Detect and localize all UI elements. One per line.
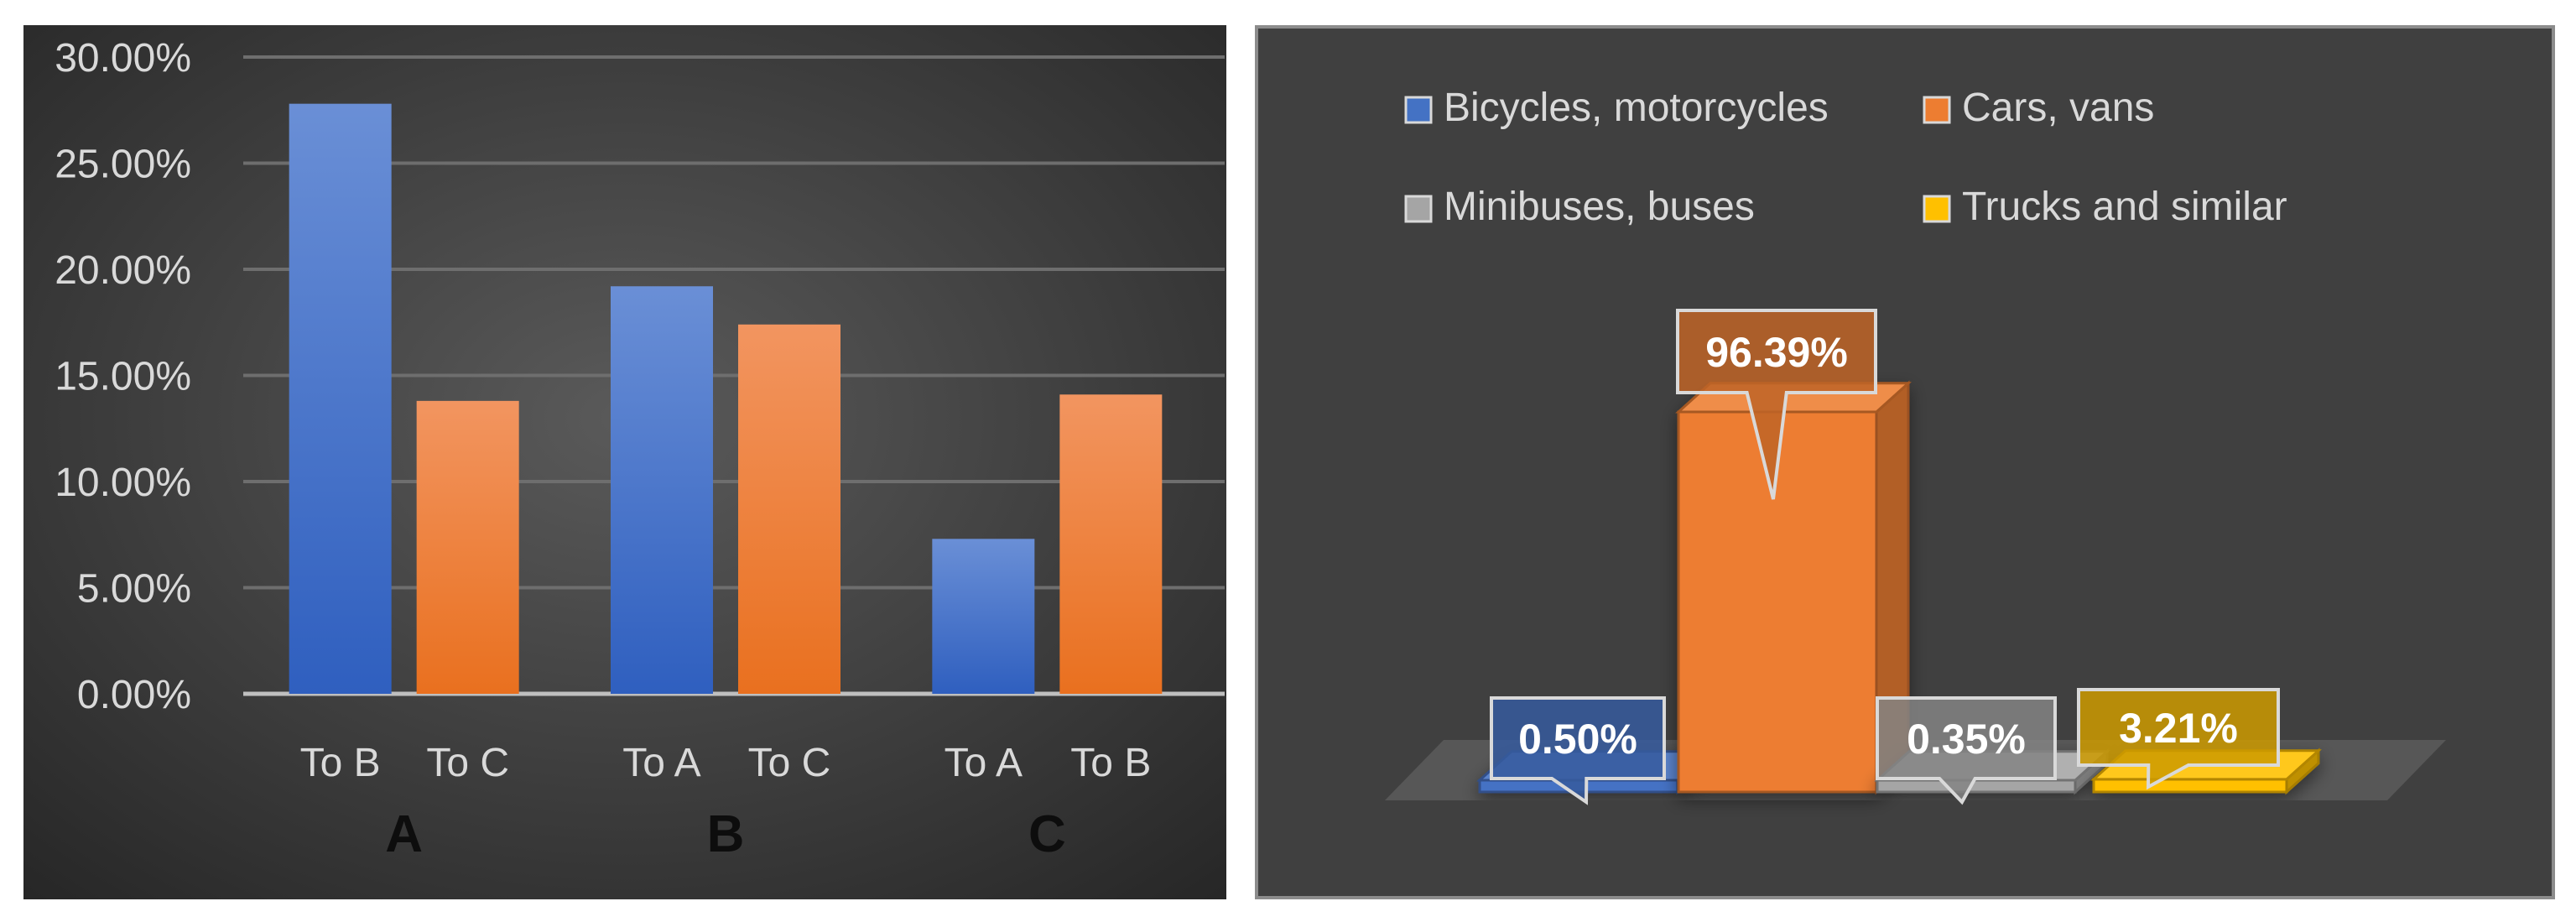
legend-entry: Cars, vans xyxy=(1962,86,2154,130)
legend-swatch xyxy=(1923,195,1951,223)
group-label: C xyxy=(1028,805,1066,863)
y-tick-label: 15.00% xyxy=(55,355,191,399)
group-label: B xyxy=(707,805,745,863)
legend-entry: Bicycles, motorcycles xyxy=(1444,86,1829,130)
bar-cars xyxy=(1675,380,1912,795)
x-tick-label: To A xyxy=(622,741,700,785)
bar-front xyxy=(2092,778,2288,794)
legend-entry: Minibuses, buses xyxy=(1444,185,1755,229)
x-tick-label: To A xyxy=(945,741,1023,785)
y-tick-label: 10.00% xyxy=(55,461,191,505)
y-tick-label: 5.00% xyxy=(77,567,191,612)
data-label-callout xyxy=(1676,309,1877,500)
bar-C-to-a xyxy=(932,539,1035,694)
y-tick-label: 25.00% xyxy=(55,143,191,187)
x-tick-label: To B xyxy=(300,741,381,785)
x-tick-label: To C xyxy=(426,741,509,785)
data-label: 0.50% xyxy=(1518,716,1637,763)
x-tick-label: To B xyxy=(1070,741,1151,785)
bar-A-to-c xyxy=(416,400,519,694)
data-label: 0.35% xyxy=(1907,716,2026,763)
legend-swatch xyxy=(1404,96,1433,124)
data-label: 96.39% xyxy=(1705,329,1848,376)
bar-front xyxy=(1876,779,2077,794)
bar-C-to-b xyxy=(1059,394,1163,694)
legend-swatch xyxy=(1923,96,1951,124)
bar-B-to-a xyxy=(611,286,713,694)
x-tick-label: To C xyxy=(748,741,831,785)
legend-swatch xyxy=(1404,195,1433,223)
y-tick-label: 20.00% xyxy=(55,248,191,293)
data-label-callout xyxy=(1490,696,1666,805)
y-tick-label: 30.00% xyxy=(55,36,191,81)
legend-entry: Trucks and similar xyxy=(1962,185,2287,229)
data-label-callout xyxy=(2077,688,2280,790)
vehicle-share-3d-bar-chart: Bicycles, motorcycles Cars, vans Minibuses… xyxy=(1255,25,2555,899)
grouped-bar-chart-panel: 0.00% 5.00% 10.00% 15.00% 20.00% 25.00% 30.00%… xyxy=(23,25,1226,899)
data-label: 3.21% xyxy=(2119,705,2238,752)
bar-A-to-b xyxy=(289,103,392,694)
vehicle-share-chart-panel: Bicycles, motorcycles Cars, vans Minibuses… xyxy=(1255,25,2555,899)
group-label: A xyxy=(385,805,423,863)
bar-B-to-c xyxy=(738,324,840,694)
data-label-callout xyxy=(1876,696,2057,805)
y-tick-label: 0.00% xyxy=(77,673,191,717)
grouped-bar-chart: 0.00% 5.00% 10.00% 15.00% 20.00% 25.00% 30.00%… xyxy=(23,25,1226,899)
